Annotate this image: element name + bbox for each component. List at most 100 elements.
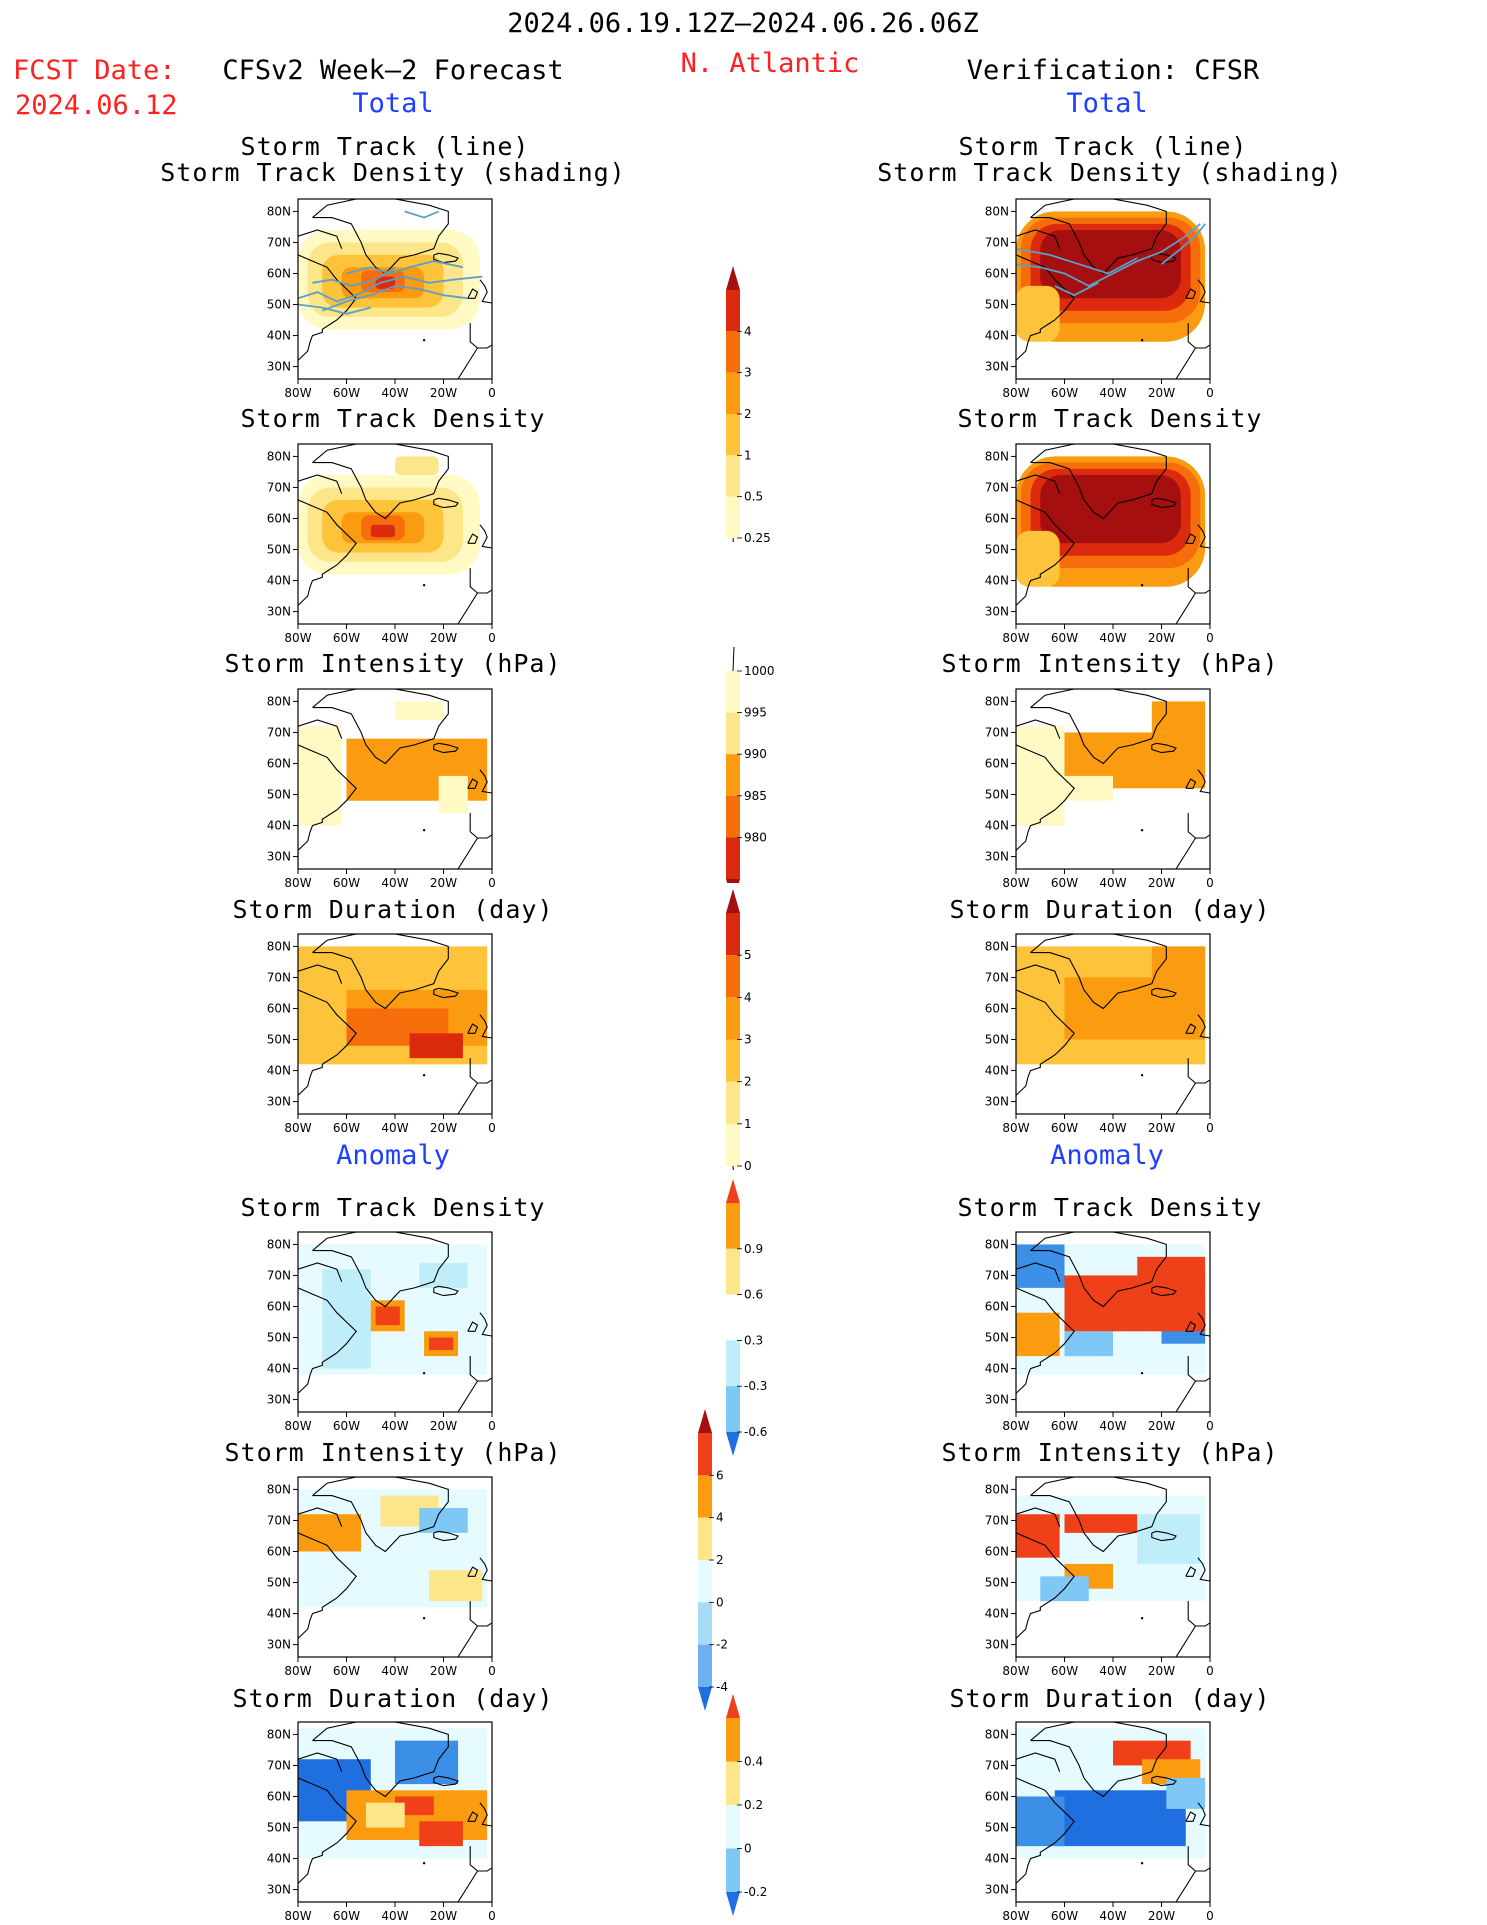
- coastline-7: [1175, 1625, 1196, 1657]
- colorbar-swatch: [726, 1081, 740, 1124]
- map-verification-intensity-total: 80W 60W 40W 20W 0 80N 70N 60N 50N 40N 30N: [985, 688, 1213, 890]
- coastline-4: [1197, 1557, 1210, 1582]
- lon-tick-label: 60W: [1051, 876, 1078, 890]
- colorbar-duration-anomaly: 0.4 0.2 0 -0.2: [726, 1694, 767, 1916]
- lat-tick-label: 60N: [267, 1789, 291, 1803]
- lat-tick-label: 50N: [267, 298, 291, 312]
- map-forecast-intensity-total: 80W 60W 40W 20W 0 80N 70N 60N 50N 40N 30N: [267, 688, 495, 890]
- colorbar-label: 995: [744, 706, 767, 720]
- section-anomaly-right: Anomaly: [1050, 1140, 1164, 1171]
- lon-tick-label: 40W: [381, 1419, 408, 1433]
- coastline-2: [298, 499, 357, 624]
- lon-tick-label: 20W: [1148, 1664, 1175, 1678]
- colorbar-swatch: [726, 1718, 740, 1762]
- lon-tick-label: 40W: [1099, 1664, 1126, 1678]
- colorbar-label: 985: [744, 789, 767, 803]
- panel-title-anom-intensity-left: Storm Intensity (hPa): [224, 1438, 562, 1467]
- lon-tick-label: 20W: [1148, 1419, 1175, 1433]
- coastline-1: [1030, 199, 1167, 275]
- colorbar-label: 4: [744, 324, 752, 338]
- azores-island: [422, 1617, 426, 1620]
- coastline-7: [1175, 347, 1196, 379]
- storm-track-line-1: [1016, 223, 1201, 287]
- coastline-3: [433, 252, 459, 264]
- lon-tick-label: 80W: [284, 1664, 311, 1678]
- lat-tick-label: 60N: [985, 1001, 1009, 1015]
- coastline-7: [457, 1625, 478, 1657]
- shaded-area-6: [419, 1821, 463, 1847]
- azores-island: [422, 829, 426, 832]
- lon-tick-label: 60W: [1051, 386, 1078, 400]
- coastline-1: [312, 934, 449, 1010]
- lon-tick-label: 40W: [381, 1121, 408, 1135]
- colorbar-swatch: [726, 1203, 740, 1249]
- lat-tick-label: 50N: [985, 1033, 1009, 1047]
- lon-tick-label: 20W: [1148, 1909, 1175, 1923]
- coastline-1: [1030, 689, 1167, 765]
- shaded-area-2: [1064, 1514, 1138, 1533]
- map-forecast-density-total: 80W 60W 40W 20W 0 80N 70N 60N 50N 40N 30N: [267, 443, 495, 645]
- lon-tick-label: 80W: [1002, 631, 1029, 645]
- lon-tick-label: 20W: [1148, 876, 1175, 890]
- shaded-area-7: [428, 1337, 454, 1350]
- lon-tick-label: 20W: [430, 1121, 457, 1135]
- colorbar-bottom-arrow: [726, 1892, 740, 1916]
- shaded-area-4: [1040, 230, 1181, 299]
- colorbar-bottom-arrow: [698, 1687, 712, 1711]
- lat-tick-label: 30N: [985, 1095, 1009, 1109]
- coastline-2: [298, 254, 357, 379]
- coastline-3: [433, 987, 459, 999]
- lat-tick-label: 40N: [267, 1852, 291, 1866]
- lat-tick-label: 60N: [985, 756, 1009, 770]
- colorbar-top-arrow: [726, 1694, 740, 1718]
- azores-island: [422, 1372, 426, 1375]
- lon-tick-label: 60W: [1051, 631, 1078, 645]
- colorbar-label: 1: [744, 1117, 752, 1131]
- map-verification-duration-anomaly: 80W 60W 40W 20W 0 80N 70N 60N 50N 40N 30N: [985, 1721, 1213, 1923]
- coastline-4: [479, 1557, 492, 1582]
- storm-track-line-2: [1016, 247, 1138, 275]
- coastline-7: [457, 347, 478, 379]
- coastline-7: [457, 1870, 478, 1902]
- colorbar-top-arrow: [726, 266, 740, 290]
- colorbar-swatch: [698, 1560, 712, 1603]
- lat-tick-label: 30N: [267, 605, 291, 619]
- colorbar-label: 0: [716, 1595, 724, 1609]
- map-forecast-intensity-anomaly: 80W 60W 40W 20W 0 80N 70N 60N 50N 40N 30N: [267, 1476, 495, 1678]
- lon-tick-label: 60W: [333, 1909, 360, 1923]
- lat-tick-label: 80N: [985, 1237, 1009, 1251]
- lat-tick-label: 40N: [985, 1852, 1009, 1866]
- panel-title-track-line-right: Storm Track (line): [958, 132, 1248, 161]
- lat-tick-label: 40N: [985, 819, 1009, 833]
- shaded-area-4: [409, 1033, 463, 1059]
- lon-tick-label: 40W: [381, 876, 408, 890]
- azores-island: [1140, 829, 1144, 832]
- colorbar-swatch: [726, 837, 740, 879]
- panel-title-anom-intensity-right: Storm Intensity (hPa): [941, 1438, 1279, 1467]
- coastline-3: [433, 1285, 459, 1297]
- shaded-area-5: [375, 1306, 400, 1326]
- colorbar-swatch: [698, 1517, 712, 1560]
- lat-tick-label: 40N: [985, 1362, 1009, 1376]
- colorbar-intensity-total: 1000 995 990 985 980: [726, 646, 775, 883]
- lon-tick-label: 0: [1206, 1419, 1213, 1433]
- lat-tick-label: 40N: [267, 1064, 291, 1078]
- lat-tick-label: 50N: [267, 543, 291, 557]
- section-anomaly-left: Anomaly: [336, 1140, 450, 1171]
- shaded-area-7: [1064, 1331, 1113, 1357]
- colorbar-label: 4: [744, 990, 752, 1004]
- lon-tick-label: 40W: [1099, 1909, 1126, 1923]
- map-forecast-duration-anomaly: 80W 60W 40W 20W 0 80N 70N 60N 50N 40N 30N: [267, 1721, 495, 1923]
- coastline-1: [312, 444, 449, 520]
- colorbar-label: 0: [744, 1159, 752, 1170]
- lon-tick-label: 0: [488, 1909, 495, 1923]
- lat-tick-label: 60N: [985, 1299, 1009, 1313]
- colorbar-label: 5: [744, 948, 752, 962]
- coastline-8: [1016, 229, 1061, 249]
- shaded-area-4: [438, 775, 468, 814]
- colorbar-swatch: [726, 1848, 740, 1892]
- coastline-7: [1175, 1870, 1196, 1902]
- lon-tick-label: 60W: [1051, 1909, 1078, 1923]
- coastline-1: [1030, 1722, 1167, 1798]
- coastline-8: [298, 229, 343, 249]
